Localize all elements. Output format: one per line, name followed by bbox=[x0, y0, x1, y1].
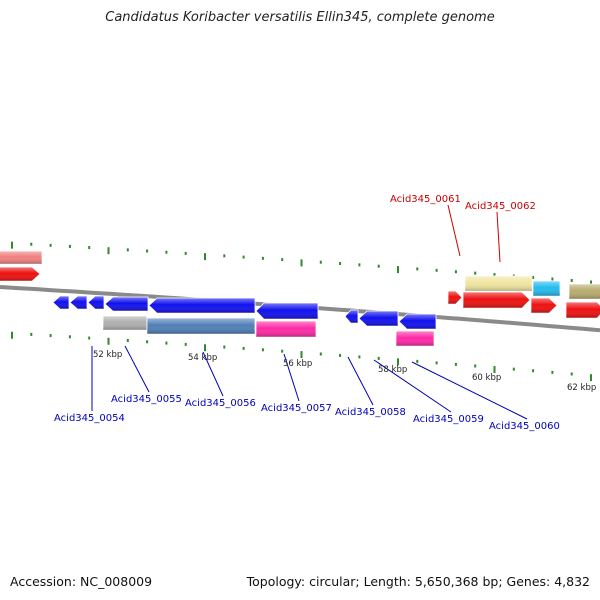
leader-line bbox=[283, 353, 300, 402]
scale-label: 60 kbp bbox=[472, 373, 501, 383]
leader-line bbox=[347, 356, 374, 406]
gene-label-acid345_0054: Acid345_0054 bbox=[54, 413, 125, 424]
gene-label-acid345_0055: Acid345_0055 bbox=[111, 394, 182, 405]
cog-block-reverse-shading bbox=[147, 318, 255, 334]
scale-label: 62 kbp bbox=[567, 383, 596, 393]
leader-line bbox=[496, 211, 501, 263]
gene-label-acid345_0058: Acid345_0058 bbox=[335, 407, 406, 418]
leader-line bbox=[202, 351, 224, 397]
cog-block-forward-shading bbox=[465, 276, 532, 291]
cog-block-forward-shading bbox=[569, 284, 600, 299]
gene-arrow-reverse-shading bbox=[53, 296, 69, 309]
gene-label-acid345_0062: Acid345_0062 bbox=[465, 201, 536, 212]
gene-arrow-forward-shading bbox=[0, 267, 40, 281]
genome-title: Candidatus Koribacter versatilis Ellin34… bbox=[105, 10, 495, 25]
gene-label-acid345_0057: Acid345_0057 bbox=[261, 403, 332, 414]
cog-block-reverse-shading bbox=[103, 316, 147, 330]
gene-arrow-reverse-shading bbox=[88, 296, 104, 309]
gene-arrow-reverse-shading bbox=[105, 297, 148, 311]
cog-block-forward-shading bbox=[0, 251, 42, 264]
cog-block-forward-shading bbox=[533, 281, 560, 296]
gene-arrow-reverse-shading bbox=[70, 296, 87, 309]
leader-line bbox=[411, 361, 528, 420]
gene-arrow-forward-shading bbox=[566, 302, 600, 318]
gene-arrow-reverse-shading bbox=[345, 310, 358, 323]
gene-arrow-forward-shading bbox=[448, 291, 462, 304]
leader-line bbox=[124, 345, 150, 393]
gene-arrow-reverse-shading bbox=[359, 311, 398, 326]
scale-label: 52 kbp bbox=[93, 350, 122, 360]
gene-arrow-forward-shading bbox=[531, 298, 557, 313]
gene-label-acid345_0061: Acid345_0061 bbox=[390, 194, 461, 205]
gene-arrow-reverse-shading bbox=[399, 314, 436, 329]
scale-label: 58 kbp bbox=[378, 365, 407, 375]
leader-line bbox=[373, 359, 452, 413]
gene-label-acid345_0060: Acid345_0060 bbox=[489, 421, 560, 432]
cog-block-reverse-shading bbox=[396, 331, 434, 346]
cog-block-reverse-shading bbox=[256, 321, 316, 337]
gene-label-acid345_0056: Acid345_0056 bbox=[185, 398, 256, 409]
accession-text: Accession: NC_008009 bbox=[10, 574, 153, 589]
genome-summary: Topology: circular; Length: 5,650,368 bp… bbox=[246, 574, 590, 589]
scale-label: 56 kbp bbox=[283, 359, 312, 369]
gene-arrow-reverse-shading bbox=[149, 298, 255, 313]
gene-arrow-reverse-shading bbox=[256, 303, 318, 319]
gene-label-acid345_0059: Acid345_0059 bbox=[413, 414, 484, 425]
leader-line bbox=[447, 204, 461, 257]
scale-label: 54 kbp bbox=[188, 353, 217, 363]
gene-arrow-forward-shading bbox=[463, 292, 530, 308]
